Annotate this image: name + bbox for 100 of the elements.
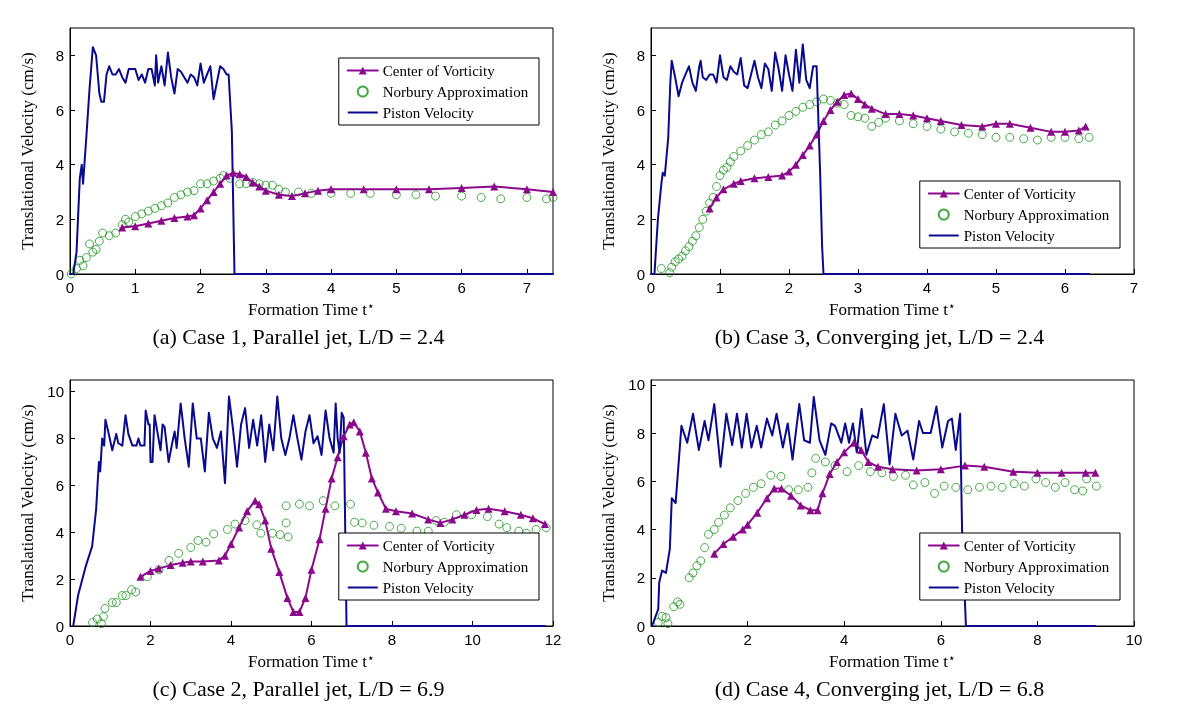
x-tick-label: 2 (196, 279, 205, 296)
point (825, 470, 834, 479)
x-tick-label: 10 (464, 631, 481, 648)
point (240, 516, 250, 526)
point (301, 593, 310, 602)
point (839, 100, 849, 110)
point (124, 217, 134, 227)
point (235, 523, 244, 532)
legend-label: Piston Velocity (963, 579, 1056, 596)
point (130, 212, 140, 222)
point (819, 116, 828, 125)
point (502, 523, 512, 533)
point (743, 141, 753, 151)
point (991, 132, 1001, 142)
point (193, 535, 203, 545)
point (531, 524, 541, 534)
point (1019, 134, 1029, 144)
point (657, 611, 667, 621)
point (295, 607, 304, 616)
point (669, 602, 679, 612)
point (703, 529, 713, 539)
point (280, 187, 290, 197)
point (681, 246, 690, 256)
point (146, 566, 155, 575)
point (957, 121, 966, 130)
point (881, 113, 891, 123)
x-tick-label: 12 (544, 631, 562, 648)
point (261, 516, 270, 525)
point (688, 568, 698, 578)
point (72, 264, 82, 274)
point (901, 470, 911, 480)
y-tick-label: 0 (55, 265, 64, 283)
point (346, 188, 356, 198)
point (1074, 134, 1084, 144)
point (203, 196, 212, 205)
point (198, 557, 207, 566)
point (294, 499, 304, 509)
point (261, 186, 270, 195)
y-tick-label: 8 (636, 424, 645, 442)
point (791, 160, 800, 169)
y-tick-label: 4 (55, 156, 64, 174)
y-tick-label: 10 (47, 383, 64, 401)
point (691, 231, 701, 241)
point (289, 607, 298, 616)
point (1005, 119, 1014, 128)
legend-label: Piston Velocity (382, 104, 475, 121)
point (549, 188, 557, 196)
point (222, 171, 231, 180)
point (369, 520, 379, 530)
point (729, 532, 738, 541)
x-axis-title: Formation Time t⋆ (247, 299, 376, 320)
point (98, 612, 108, 622)
text: (b) Case 3, Converging jet, L/D = 2.4 (714, 323, 1045, 349)
point (1061, 127, 1069, 136)
point (777, 116, 787, 126)
point (719, 185, 728, 194)
legend-label: Center of Vorticity (382, 62, 496, 79)
point (977, 130, 987, 140)
point (321, 504, 330, 513)
point (81, 253, 91, 263)
point (381, 504, 390, 513)
point (541, 523, 551, 533)
legend-label: Piston Velocity (963, 227, 1056, 244)
point (287, 192, 296, 201)
point (267, 544, 276, 553)
point (243, 507, 252, 516)
point (385, 521, 395, 531)
point (908, 480, 918, 490)
x-tick-label: 8 (387, 631, 397, 648)
point (202, 179, 212, 189)
x-tick-label: 1 (131, 279, 140, 296)
point (1078, 486, 1088, 496)
point (490, 182, 499, 191)
y-tick-label: 0 (55, 617, 64, 635)
point (710, 549, 719, 558)
point (494, 519, 504, 529)
x-tick-label: 2 (146, 631, 155, 648)
point (293, 187, 303, 197)
point (750, 174, 759, 183)
point (330, 501, 340, 511)
x-tick-label: 4 (922, 279, 932, 296)
y-tick-label: 4 (55, 523, 64, 541)
point (763, 127, 773, 137)
point (820, 457, 830, 467)
point (656, 264, 666, 274)
point (791, 106, 801, 116)
point (1009, 479, 1019, 489)
point (350, 517, 360, 527)
point (854, 461, 864, 471)
point (748, 482, 758, 492)
point (345, 420, 354, 429)
point (1041, 478, 1051, 487)
x-axis-title: Formation Time t⋆ (828, 651, 957, 672)
point (908, 119, 918, 129)
point (472, 506, 481, 515)
y-tick-label: 2 (55, 570, 64, 588)
x-tick-label: 10 (1125, 631, 1143, 648)
point (670, 257, 680, 267)
legend-label: Center of Vorticity (963, 185, 1077, 202)
point (714, 517, 724, 527)
